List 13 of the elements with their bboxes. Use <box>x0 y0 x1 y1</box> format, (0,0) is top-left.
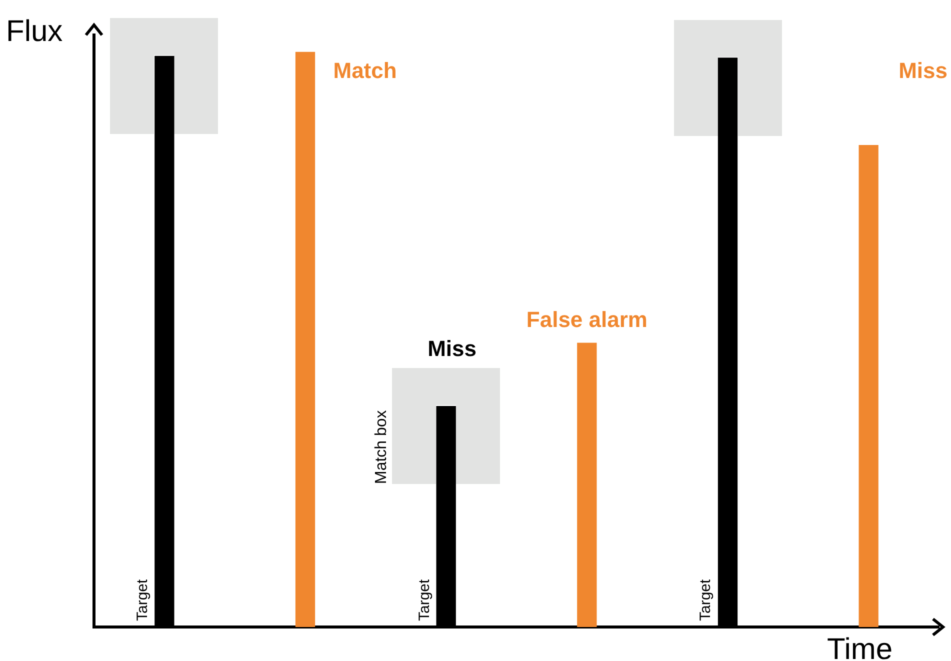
annotation: Match <box>333 58 397 84</box>
bar <box>577 342 597 627</box>
annotation: Target <box>134 579 151 621</box>
annotation: Miss <box>898 58 948 83</box>
annotation: Target <box>416 579 433 621</box>
bar <box>295 52 316 627</box>
bar <box>858 145 878 627</box>
annotation: Match box <box>373 410 390 484</box>
annotation: Target <box>697 579 714 621</box>
y-axis-title: Flux <box>6 15 63 48</box>
x-axis-title: Time <box>827 633 893 661</box>
annotation: Miss <box>428 336 476 362</box>
annotation: False alarm <box>526 307 648 332</box>
